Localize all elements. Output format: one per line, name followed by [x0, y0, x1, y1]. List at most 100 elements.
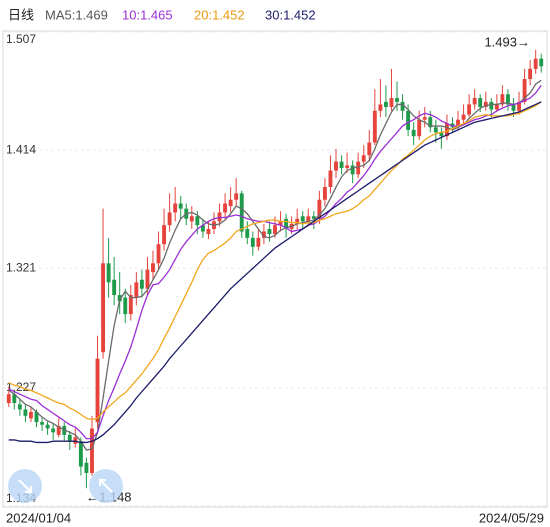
candle-body — [395, 98, 399, 102]
candle-body — [67, 434, 72, 442]
candle-body — [361, 155, 366, 162]
period-label: 日线 — [8, 7, 34, 22]
ma-line — [8, 84, 542, 440]
candle-body — [372, 110, 377, 143]
candle-body — [478, 98, 483, 107]
candle-body — [339, 161, 344, 168]
candle-body — [417, 119, 422, 137]
candle-body — [356, 161, 361, 175]
candle-body — [306, 216, 311, 222]
ma-line — [8, 101, 542, 421]
candle-body — [456, 119, 460, 128]
candle-body — [328, 170, 333, 188]
candle-body — [112, 279, 117, 296]
candle-body — [95, 358, 100, 423]
ma-line — [8, 101, 542, 444]
candle-body — [345, 165, 350, 168]
end-date: 2024/05/29 — [479, 510, 544, 525]
candle-body — [300, 216, 305, 222]
candle-body — [472, 98, 477, 105]
candle-body — [422, 117, 427, 120]
button-icon — [99, 479, 113, 493]
candle-body — [411, 129, 416, 137]
candle-body — [117, 295, 122, 302]
candle-body — [444, 123, 449, 137]
candle-body — [151, 263, 155, 273]
candle-body — [389, 98, 394, 107]
candle-body — [400, 101, 405, 111]
candle-body — [6, 394, 11, 404]
candle-body — [239, 193, 244, 232]
legend-ma20: 20:1.452 — [194, 7, 245, 22]
candle-body — [162, 225, 167, 245]
candle-body — [78, 441, 83, 467]
candle-body — [273, 225, 277, 235]
candle-body — [134, 282, 139, 298]
candle-body — [145, 269, 150, 289]
candle-body — [29, 411, 33, 419]
candle-body — [139, 279, 144, 289]
candle-body — [156, 244, 161, 264]
y-tick-label: 1.507 — [6, 32, 36, 46]
candle-body — [256, 237, 261, 247]
candle-body — [378, 104, 383, 111]
candle-body — [23, 409, 28, 416]
candle-body — [173, 203, 178, 213]
legend-ma30: 30:1.452 — [265, 7, 316, 22]
candle-body — [511, 104, 516, 111]
candle-body — [539, 58, 544, 67]
zoom-in-button[interactable] — [8, 469, 42, 503]
candle-body — [261, 231, 266, 238]
candle-body — [489, 101, 494, 110]
candle-body — [101, 263, 106, 353]
candle-body — [433, 127, 438, 133]
candle-body — [334, 161, 338, 171]
candle-body — [34, 411, 39, 423]
candle-body — [522, 79, 527, 102]
candle-body — [311, 216, 316, 219]
candle-body — [278, 221, 283, 226]
candle-body — [500, 94, 505, 105]
candle-body — [494, 104, 499, 110]
candle-body — [106, 263, 111, 283]
y-tick-label: 1.321 — [6, 261, 36, 275]
start-date: 2024/01/04 — [6, 510, 71, 525]
candle-body — [528, 68, 533, 80]
candle-body — [367, 142, 372, 156]
candle-body — [506, 94, 510, 105]
candle-body — [428, 117, 433, 128]
candle-body — [167, 212, 172, 226]
candle-body — [178, 203, 183, 209]
candle-body — [206, 228, 211, 235]
candle-body — [189, 216, 194, 222]
candle-body — [90, 428, 94, 473]
candle-body — [483, 101, 488, 107]
candle-body — [12, 394, 17, 404]
max-annotation: 1.493→ — [484, 34, 530, 49]
candle-body — [40, 422, 44, 425]
candle-body — [84, 462, 89, 473]
legend-ma5: MA5:1.469 — [45, 7, 108, 22]
candle-body — [267, 228, 272, 235]
candle-body — [51, 428, 56, 433]
candle-body — [467, 104, 472, 115]
candle-body — [406, 110, 411, 130]
candle-body — [234, 193, 239, 200]
button-icon — [18, 479, 32, 493]
candle-body — [533, 58, 538, 69]
candle-body — [56, 425, 61, 435]
candle-body — [322, 187, 327, 200]
candle-body — [245, 228, 250, 238]
candle-body — [350, 165, 355, 175]
candle-body — [461, 114, 466, 120]
candle-body — [439, 132, 444, 137]
candle-body — [228, 199, 233, 207]
candle-body — [200, 225, 205, 232]
candle-body — [295, 218, 300, 224]
candle-body — [250, 237, 255, 247]
zoom-out-button[interactable] — [89, 469, 123, 503]
candle-body — [45, 424, 50, 429]
candle-body — [517, 101, 521, 111]
